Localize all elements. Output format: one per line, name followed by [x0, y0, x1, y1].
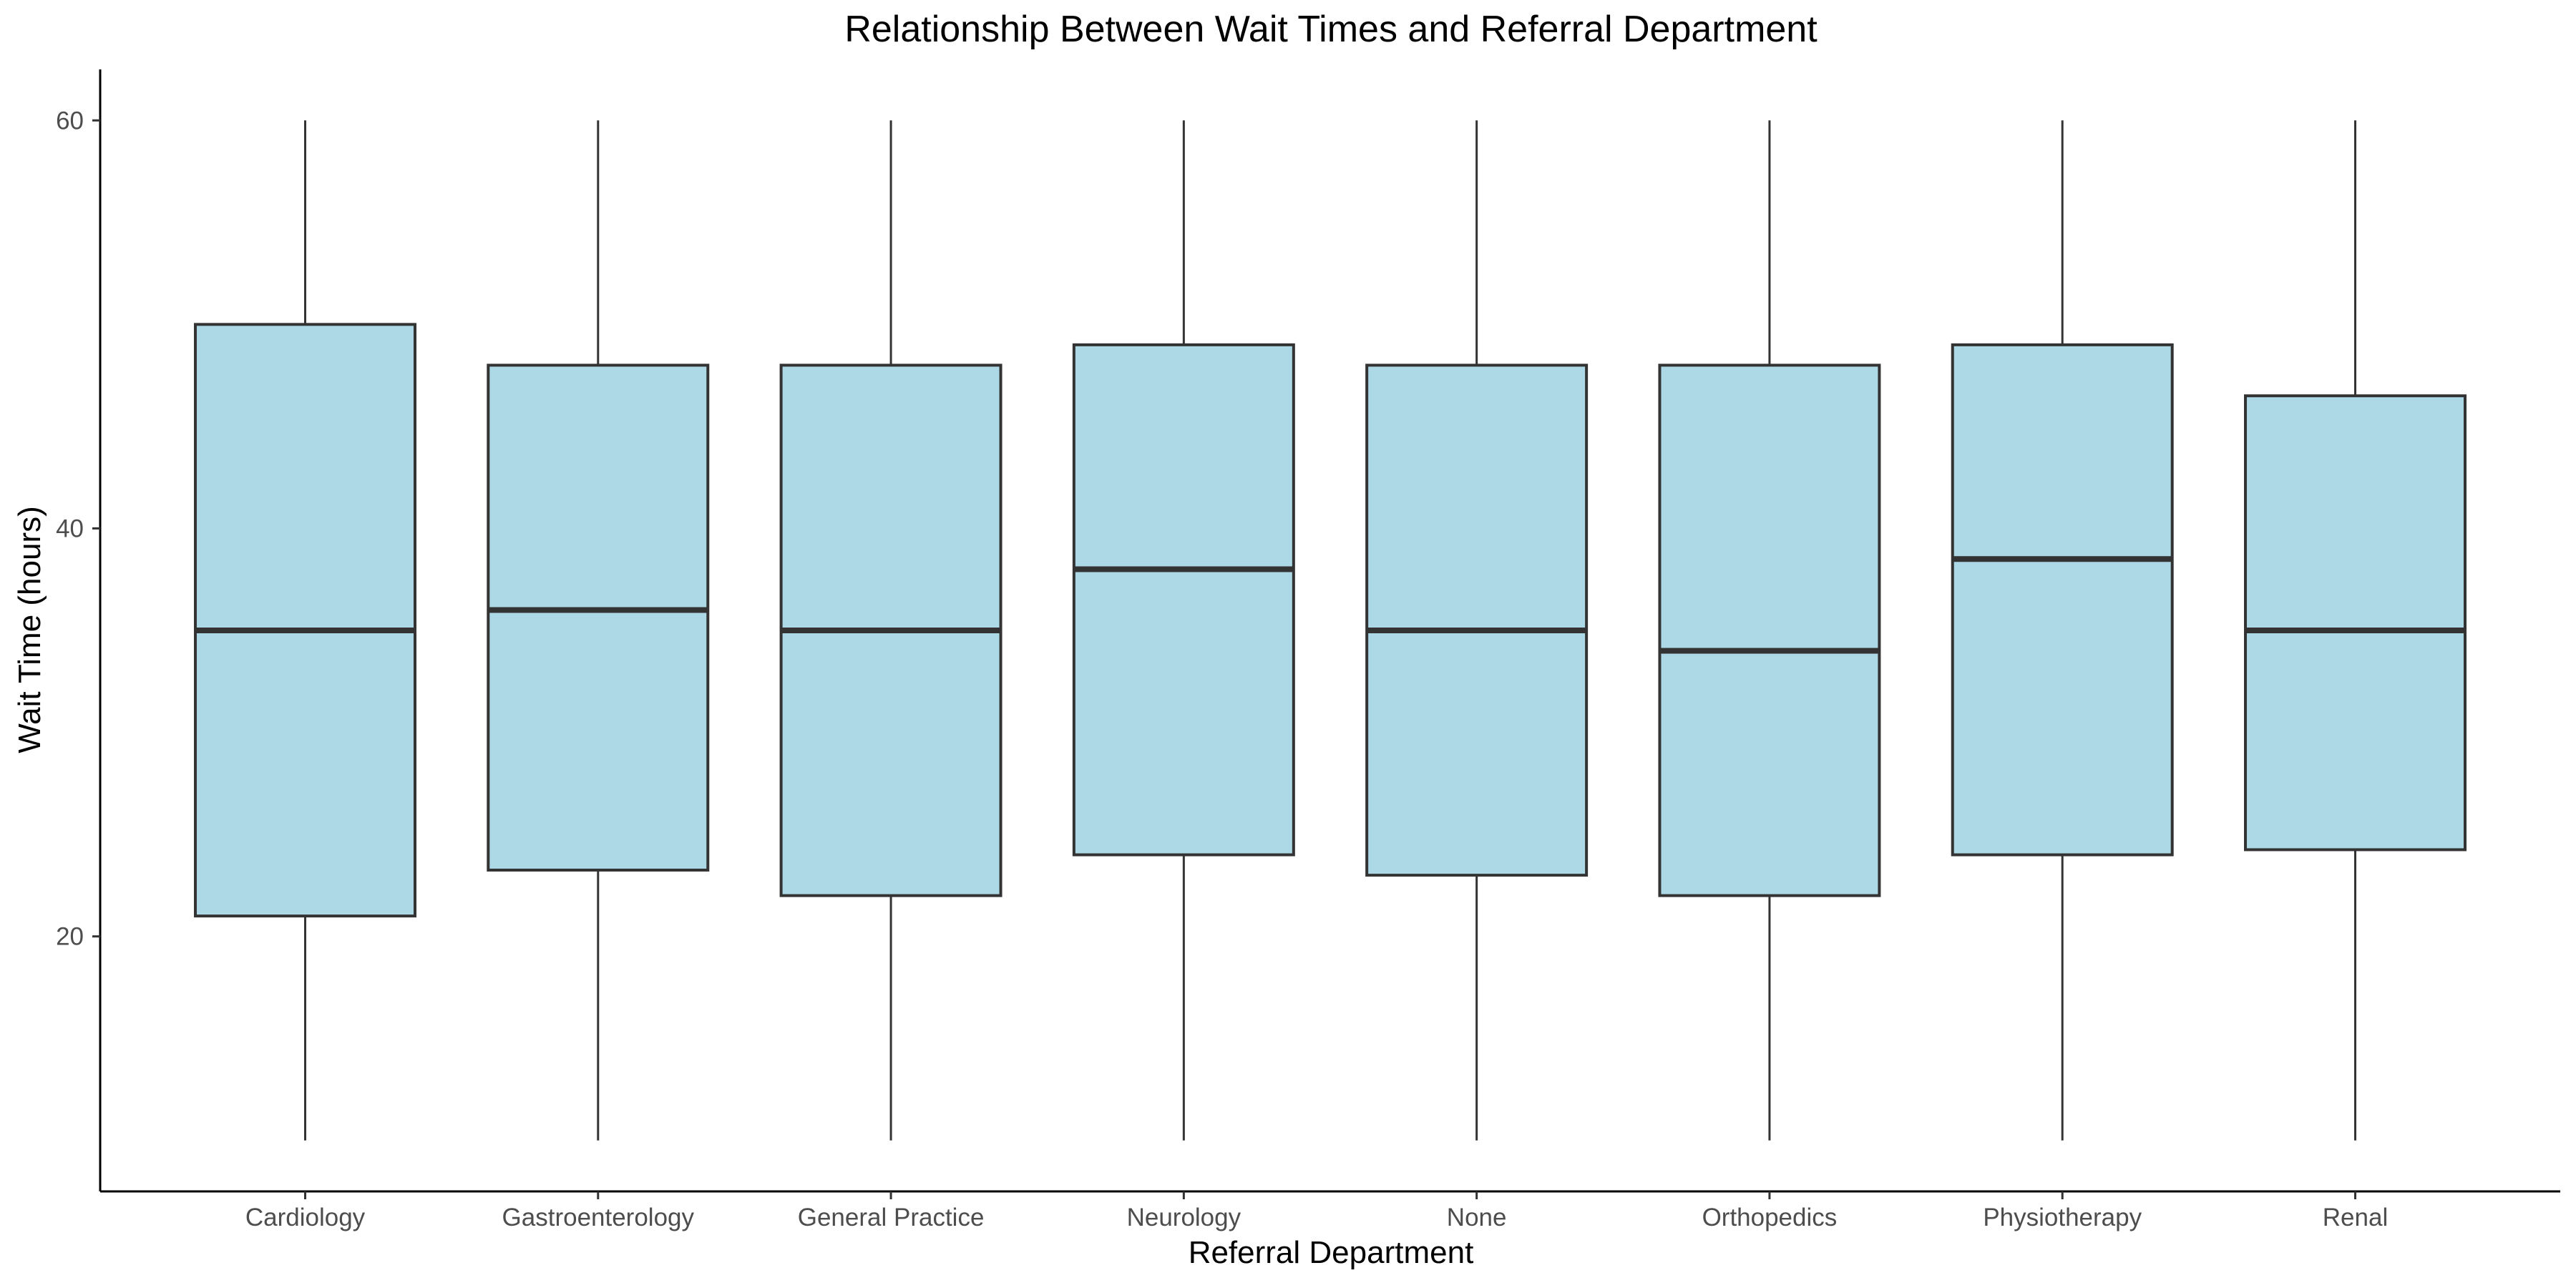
x-tick-label: Neurology — [1127, 1204, 1241, 1231]
x-tick-label: Cardiology — [245, 1204, 366, 1231]
box-group-orthopedics — [1658, 120, 1881, 1141]
x-tick-label: Gastroenterology — [502, 1204, 695, 1231]
box-group-physiotherapy — [1951, 120, 2174, 1141]
iqr-box — [1951, 343, 2174, 857]
y-tick-label: 60 — [56, 107, 84, 135]
y-tick-label: 40 — [56, 514, 84, 542]
iqr-box — [194, 323, 416, 918]
box-group-none — [1365, 120, 1589, 1141]
iqr-box — [1658, 364, 1881, 897]
y-tick-label: 20 — [56, 923, 84, 951]
x-tick-label: Physiotherapy — [1983, 1204, 2142, 1231]
x-axis-ticks: Cardiology Gastroenterology General Practi… — [245, 1191, 2388, 1231]
iqr-box — [2244, 394, 2467, 852]
box-group-gastroenterology — [487, 120, 710, 1141]
iqr-box — [1365, 364, 1589, 877]
y-axis-label: Wait Time (hours) — [12, 506, 47, 753]
iqr-box — [487, 364, 710, 872]
x-tick-label: None — [1447, 1204, 1507, 1231]
x-axis-label: Referral Department — [1189, 1235, 1474, 1270]
box-group-neurology — [1072, 120, 1295, 1141]
iqr-box — [1072, 343, 1295, 857]
y-axis-ticks: 20 40 60 — [56, 107, 100, 951]
x-tick-label: General Practice — [798, 1204, 985, 1231]
chart-title: Relationship Between Wait Times and Refe… — [844, 9, 1818, 50]
box-group-renal — [2244, 120, 2467, 1141]
box-group-general-practice — [779, 120, 1002, 1141]
box-group-cardiology — [194, 120, 416, 1141]
plot-area — [194, 120, 2467, 1141]
x-tick-label: Renal — [2323, 1204, 2388, 1231]
x-tick-label: Orthopedics — [1702, 1204, 1838, 1231]
